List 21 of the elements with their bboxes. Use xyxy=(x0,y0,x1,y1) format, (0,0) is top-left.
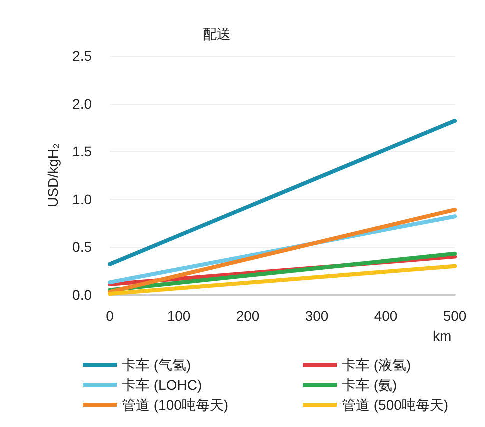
chart-title: 配送 xyxy=(203,26,231,42)
legend-label: 卡车 (气氢) xyxy=(122,357,192,373)
legend-label: 卡车 (液氢) xyxy=(342,357,412,373)
x-tick-label: 400 xyxy=(374,308,398,324)
x-tick-label: 100 xyxy=(167,308,191,324)
x-tick-label: 0 xyxy=(106,308,114,324)
y-tick-label: 0.0 xyxy=(72,287,92,303)
x-axis-title: km xyxy=(433,328,452,344)
legend-label: 卡车 (氨) xyxy=(342,377,398,393)
y-tick-label: 1.5 xyxy=(72,144,92,160)
y-tick-label: 1.0 xyxy=(72,191,92,208)
legend-label: 管道 (100吨每天) xyxy=(122,397,229,413)
legend-label: 管道 (500吨每天) xyxy=(342,397,449,413)
legend-label: 卡车 (LOHC) xyxy=(122,377,202,393)
x-tick-label: 300 xyxy=(305,308,329,324)
y-tick-label: 0.5 xyxy=(72,239,92,256)
y-tick-label: 2.5 xyxy=(72,48,92,64)
x-tick-label: 200 xyxy=(236,308,260,324)
y-tick-label: 2.0 xyxy=(72,96,92,112)
x-tick-label: 500 xyxy=(443,308,467,324)
y-axis-title: USD/kgH₂ xyxy=(45,144,61,208)
